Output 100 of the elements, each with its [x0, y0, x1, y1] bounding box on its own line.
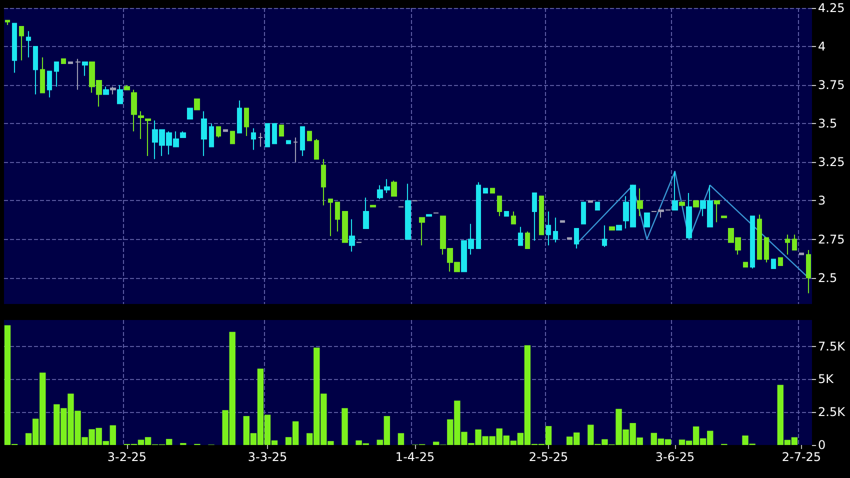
- candlestick: [216, 126, 221, 138]
- candlestick: [265, 123, 270, 148]
- candlestick: [300, 126, 305, 156]
- candlestick: [131, 89, 137, 132]
- candlestick: [187, 108, 193, 120]
- candlestick: [764, 237, 769, 263]
- candlestick: [476, 182, 481, 249]
- candlestick: [54, 61, 59, 88]
- y-tick-label: 4.25: [818, 1, 845, 15]
- candlestick: [258, 132, 263, 148]
- candlestick: [609, 226, 615, 230]
- candlestick: [82, 61, 88, 76]
- candlestick: [370, 204, 376, 208]
- candlestick: [293, 137, 298, 163]
- candlestick: [518, 226, 523, 246]
- candlestick: [138, 110, 144, 140]
- candlestick: [757, 214, 762, 260]
- x-tick-label: 2-7-25: [782, 450, 822, 464]
- y-tick-label: 2.5K: [818, 405, 846, 420]
- y-tick-label: 3: [818, 194, 826, 208]
- candlestick: [602, 224, 607, 248]
- y-tick-label: 3.75: [818, 78, 845, 92]
- candlestick: [244, 108, 249, 136]
- candlestick: [47, 70, 52, 98]
- candlestick: [771, 258, 776, 270]
- candlestick: [504, 211, 509, 217]
- candlestick: [349, 218, 355, 252]
- candlestick: [237, 100, 242, 134]
- candlestick: [194, 98, 200, 110]
- candlestick: [672, 170, 678, 210]
- candlestick: [314, 138, 319, 160]
- candlestick: [230, 130, 235, 144]
- candlestick: [286, 140, 291, 144]
- candlestick: [328, 198, 333, 237]
- candlestick: [251, 128, 256, 150]
- x-tick-label: 3-2-25: [107, 450, 147, 464]
- candlestick: [714, 200, 720, 223]
- candlestick: [33, 46, 38, 95]
- candlestick: [792, 234, 797, 251]
- candlestick: [75, 58, 81, 90]
- candlestick: [19, 26, 24, 61]
- candlestick: [511, 211, 516, 224]
- candlestick: [595, 202, 600, 210]
- candlestick: [546, 211, 551, 246]
- candlestick: [483, 188, 488, 194]
- candlestick: [201, 110, 207, 156]
- candlestick: [574, 228, 579, 249]
- candlestick: [180, 130, 186, 138]
- candlestick: [103, 86, 109, 95]
- candlestick: [110, 86, 116, 95]
- candlestick: [61, 58, 66, 64]
- candlestick: [637, 188, 643, 217]
- candlestick: [750, 216, 755, 270]
- candlestick: [68, 61, 73, 64]
- y-tick-label: 2.5: [818, 270, 838, 285]
- candlestick: [581, 202, 586, 224]
- y-tick-label: 7.5K: [818, 339, 846, 354]
- candlestick: [342, 211, 348, 243]
- candlestick: [5, 20, 10, 26]
- candlestick: [560, 220, 565, 223]
- candlestick: [321, 158, 326, 206]
- candlestick: [721, 216, 727, 218]
- y-tick-label: 3.25: [818, 155, 845, 170]
- candlestick: [679, 202, 685, 206]
- candlestick: [405, 183, 411, 240]
- candlestick: [806, 250, 811, 294]
- x-tick-label: 3-3-25: [248, 450, 288, 464]
- bar: [342, 408, 348, 445]
- y-tick-label: 0: [818, 438, 826, 452]
- candlestick: [426, 214, 432, 217]
- candlestick: [272, 123, 277, 144]
- x-tick-label: 2-5-25: [528, 450, 568, 464]
- candlestick: [391, 180, 397, 197]
- bar: [398, 433, 404, 445]
- candlestick: [553, 217, 558, 243]
- candlestick: [778, 257, 783, 266]
- candlestick: [279, 124, 284, 136]
- candlestick: [223, 129, 228, 132]
- candlestick: [26, 30, 31, 58]
- candlestick: [644, 212, 650, 228]
- candlestick: [693, 200, 699, 208]
- candlestick: [743, 262, 748, 268]
- candlestick: [124, 84, 130, 90]
- candlestick: [145, 118, 151, 156]
- candlestick: [497, 196, 502, 217]
- candlestick: [363, 197, 369, 229]
- y-tick-label: 3.5: [818, 116, 838, 131]
- candlestick: [785, 234, 790, 256]
- candlestick: [490, 188, 495, 194]
- candlestick: [525, 231, 530, 249]
- y-tick-label: 2.75: [818, 232, 845, 246]
- candlestick: [12, 22, 17, 74]
- candlestick: [40, 56, 45, 94]
- candlestick: [588, 200, 593, 203]
- candlestick: [539, 196, 544, 236]
- candlestick: [686, 192, 692, 238]
- x-tick-label: 1-4-25: [395, 450, 435, 464]
- y-tick-label: 5K: [818, 372, 835, 386]
- x-tick-label: 3-6-25: [655, 450, 695, 464]
- y-tick-label: 4: [818, 40, 826, 54]
